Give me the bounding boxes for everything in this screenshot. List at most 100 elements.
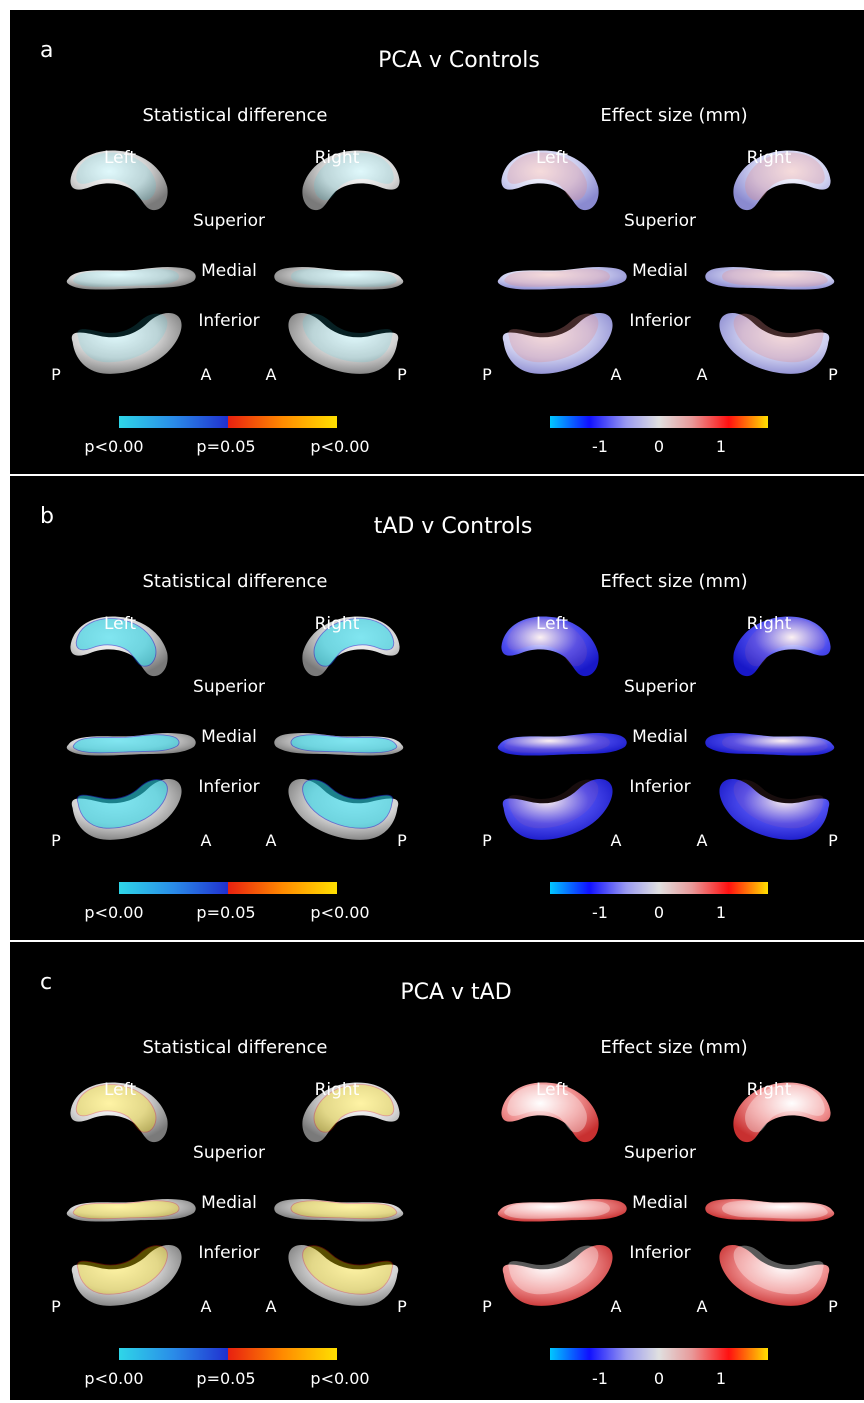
stat-tick-high: p<0.00 xyxy=(310,903,370,922)
effect-dir-a-left: A xyxy=(610,831,622,850)
stat-superior-right-surface xyxy=(302,616,400,677)
effect-right-label: Right xyxy=(746,148,792,168)
eff-medial-right-surface xyxy=(705,266,835,290)
eff-inferior-right-surface xyxy=(719,779,830,840)
panel-title: tAD v Controls xyxy=(373,514,533,539)
stat-inferior-right-surface xyxy=(288,313,399,374)
effect-dir-p-left: P xyxy=(482,1297,492,1316)
stat-superior-left-surface xyxy=(70,150,168,211)
panel-letter: a xyxy=(40,38,54,63)
stat-inferior-left-surface xyxy=(71,779,182,840)
stat-left-label: Left xyxy=(104,1080,136,1100)
panel-letter: c xyxy=(40,970,53,995)
stat-dir-p-right: P xyxy=(397,831,407,850)
stat-left-label: Left xyxy=(104,148,136,168)
effect-dir-a-left: A xyxy=(610,365,622,384)
stat-superior-right-surface xyxy=(302,1082,400,1143)
eff-superior-right-surface xyxy=(733,150,831,211)
eff-medial-right-surface xyxy=(705,1198,835,1222)
stat-medial-right-surface xyxy=(274,732,404,756)
left-heading: Statistical difference xyxy=(142,571,328,592)
stat-view-inferior: Inferior xyxy=(198,777,260,797)
stat-tick-low: p<0.00 xyxy=(84,437,144,456)
effect-tick-zero: 0 xyxy=(653,437,665,456)
eff-superior-left-surface xyxy=(501,1082,599,1143)
effect-dir-p-left: P xyxy=(482,365,492,384)
effect-tick-pos: 1 xyxy=(715,437,727,456)
stat-dir-a-right: A xyxy=(265,365,277,384)
effect-left-label: Left xyxy=(536,1080,568,1100)
stat-view-medial: Medial xyxy=(201,727,257,747)
stat-medial-left-surface xyxy=(66,732,196,756)
effect-dir-a-right: A xyxy=(696,1297,708,1316)
stat-view-medial: Medial xyxy=(201,1193,257,1213)
effect-tick-zero: 0 xyxy=(653,903,665,922)
effect-view-superior: Superior xyxy=(624,677,696,697)
effect-dir-p-right: P xyxy=(828,365,838,384)
effect-tick-pos: 1 xyxy=(715,903,727,922)
stat-inferior-right-surface xyxy=(288,779,399,840)
panel-title: PCA v Controls xyxy=(378,48,540,73)
effect-view-inferior: Inferior xyxy=(629,311,691,331)
effect-left-label: Left xyxy=(536,614,568,634)
stat-medial-right-surface xyxy=(274,1198,404,1222)
stat-medial-right-surface xyxy=(274,266,404,290)
effect-view-inferior: Inferior xyxy=(629,777,691,797)
eff-superior-right-surface xyxy=(733,616,831,677)
stat-dir-p-left: P xyxy=(51,831,61,850)
stat-dir-a-left: A xyxy=(200,1297,212,1316)
stat-tick-mid: p=0.05 xyxy=(196,903,256,922)
effect-tick-neg: -1 xyxy=(592,437,608,456)
eff-medial-left-surface xyxy=(497,1198,627,1222)
stat-tick-high: p<0.00 xyxy=(310,437,370,456)
eff-superior-right-surface xyxy=(733,1082,831,1143)
effect-right-label: Right xyxy=(746,1080,792,1100)
stat-left-label: Left xyxy=(104,614,136,634)
stat-superior-left-surface xyxy=(70,616,168,677)
stat-tick-high: p<0.00 xyxy=(310,1369,370,1388)
effect-view-inferior: Inferior xyxy=(629,1243,691,1263)
stat-dir-a-left: A xyxy=(200,365,212,384)
stat-colorbar xyxy=(119,882,337,894)
effect-right-label: Right xyxy=(746,614,792,634)
panel-letter: b xyxy=(40,504,54,529)
effect-tick-pos: 1 xyxy=(715,1369,727,1388)
stat-colorbar xyxy=(119,1348,337,1360)
stat-colorbar xyxy=(119,416,337,428)
shape-layer xyxy=(66,616,835,840)
stat-right-label: Right xyxy=(314,148,360,168)
effect-dir-a-left: A xyxy=(610,1297,622,1316)
effect-left-label: Left xyxy=(536,148,568,168)
effect-colorbar xyxy=(550,416,768,428)
stat-dir-a-left: A xyxy=(200,831,212,850)
stat-dir-p-left: P xyxy=(51,1297,61,1316)
eff-superior-left-surface xyxy=(501,150,599,211)
panel-a: a PCA v Controls Statistical difference … xyxy=(10,10,864,474)
left-heading: Statistical difference xyxy=(142,1037,328,1058)
stat-dir-a-right: A xyxy=(265,831,277,850)
stat-right-label: Right xyxy=(314,614,360,634)
stat-medial-left-surface xyxy=(66,266,196,290)
stat-dir-p-left: P xyxy=(51,365,61,384)
panel-title: PCA v tAD xyxy=(400,980,512,1005)
effect-dir-a-right: A xyxy=(696,831,708,850)
effect-view-medial: Medial xyxy=(632,261,688,281)
left-heading: Statistical difference xyxy=(142,105,328,126)
stat-view-medial: Medial xyxy=(201,261,257,281)
stat-tick-low: p<0.00 xyxy=(84,1369,144,1388)
stat-dir-p-right: P xyxy=(397,1297,407,1316)
stat-view-superior: Superior xyxy=(193,211,265,231)
effect-colorbar xyxy=(550,882,768,894)
eff-inferior-left-surface xyxy=(502,313,613,374)
stat-right-label: Right xyxy=(314,1080,360,1100)
stat-view-inferior: Inferior xyxy=(198,311,260,331)
effect-dir-p-right: P xyxy=(828,1297,838,1316)
eff-medial-left-surface xyxy=(497,266,627,290)
stat-dir-a-right: A xyxy=(265,1297,277,1316)
panel-c: c PCA v tAD Statistical difference Effec… xyxy=(10,942,864,1400)
effect-view-superior: Superior xyxy=(624,211,696,231)
stat-tick-mid: p=0.05 xyxy=(196,1369,256,1388)
stat-view-inferior: Inferior xyxy=(198,1243,260,1263)
stat-tick-mid: p=0.05 xyxy=(196,437,256,456)
effect-dir-p-left: P xyxy=(482,831,492,850)
